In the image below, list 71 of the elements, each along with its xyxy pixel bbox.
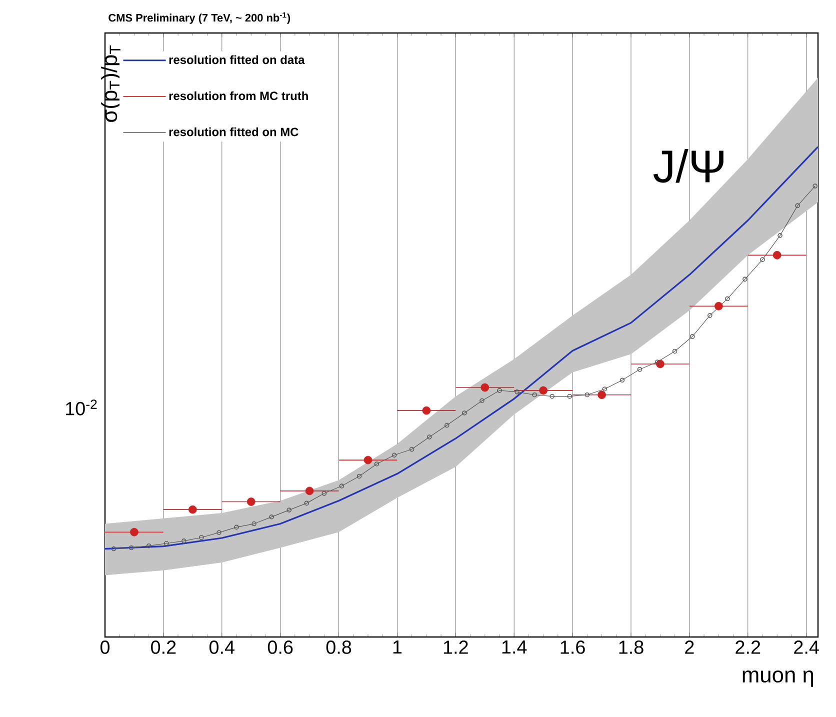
point xyxy=(422,406,431,415)
x-tick-label: 1 xyxy=(393,640,402,654)
point xyxy=(690,334,695,339)
point xyxy=(305,486,314,496)
point xyxy=(234,524,239,530)
point xyxy=(598,390,606,400)
text: 10$^{-2}$ xyxy=(66,400,97,416)
point xyxy=(252,521,256,526)
x-tick-label: 0.4 xyxy=(209,640,234,654)
x-tick-label: 1.6 xyxy=(560,640,585,654)
point xyxy=(656,360,664,368)
x-tick-label: 0.6 xyxy=(268,640,293,654)
point xyxy=(714,302,723,310)
point xyxy=(199,535,204,540)
point xyxy=(462,410,467,416)
point xyxy=(188,505,197,514)
x-tick-label: 0.8 xyxy=(326,640,352,654)
point xyxy=(725,296,730,302)
point xyxy=(130,528,138,536)
point xyxy=(392,452,397,458)
point xyxy=(364,456,372,464)
x-tick-label: 1.8 xyxy=(619,640,644,654)
x-tick-label: 0.2 xyxy=(151,640,176,654)
point xyxy=(550,394,554,399)
legend-label: resolution fitted on data xyxy=(169,55,305,64)
point xyxy=(356,474,362,479)
point xyxy=(567,394,572,399)
x-axis-title: muon η xyxy=(742,670,814,687)
x-tick-label: 2.4 xyxy=(794,640,819,654)
point xyxy=(584,392,590,398)
point xyxy=(497,388,502,393)
point xyxy=(269,514,274,520)
point xyxy=(304,500,310,506)
point xyxy=(514,390,520,394)
point xyxy=(409,446,414,452)
point xyxy=(760,257,765,262)
legend-label: resolution from MC truth xyxy=(169,91,308,100)
point xyxy=(426,434,432,440)
x-tick-label: 1.4 xyxy=(502,640,527,654)
point xyxy=(602,386,608,392)
point xyxy=(480,383,490,392)
annotation: J/Ψ xyxy=(653,149,724,183)
x-tick-label: 1.2 xyxy=(444,640,468,654)
point xyxy=(182,538,186,544)
point xyxy=(322,490,327,496)
point xyxy=(708,313,712,318)
point xyxy=(532,392,537,398)
point xyxy=(620,378,625,383)
point xyxy=(795,203,800,208)
point xyxy=(772,250,782,260)
point xyxy=(480,398,484,404)
point xyxy=(339,484,344,488)
point xyxy=(539,386,548,395)
x-tick-label: 2.2 xyxy=(736,640,760,654)
x-tick-label: 0 xyxy=(100,640,110,654)
point xyxy=(778,233,782,238)
legend-label: resolution fitted on MC xyxy=(169,127,298,136)
point xyxy=(146,543,152,548)
point xyxy=(164,540,169,546)
point xyxy=(128,545,134,550)
point xyxy=(216,530,222,535)
point xyxy=(742,276,748,282)
chart-title: CMS Preliminary (7 TeV, ~ 200 nb$^{-1}$) xyxy=(108,12,290,24)
point xyxy=(637,366,642,372)
point xyxy=(672,348,678,354)
x-tick-label: 2 xyxy=(685,640,694,654)
point xyxy=(444,422,450,428)
point xyxy=(246,498,256,506)
point xyxy=(654,360,660,364)
point xyxy=(374,462,380,466)
point xyxy=(286,508,292,512)
